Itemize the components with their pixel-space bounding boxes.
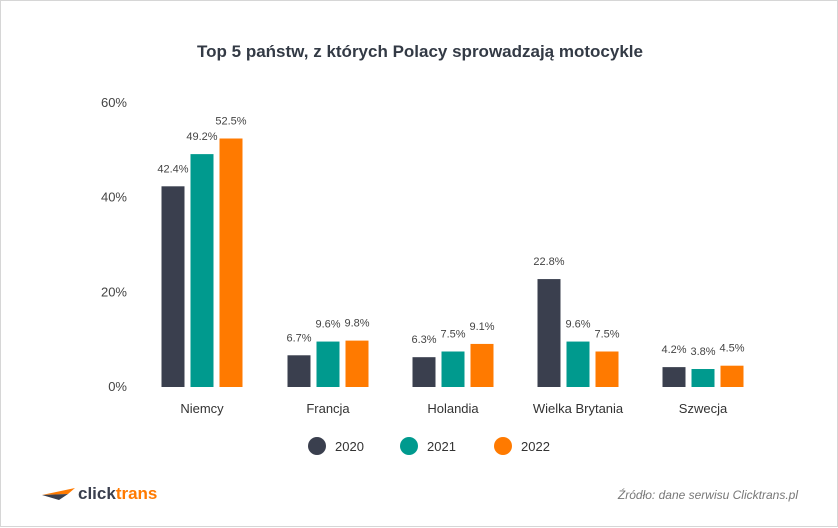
legend-label-2020: 2020 bbox=[335, 439, 364, 454]
data-label: 4.5% bbox=[719, 343, 744, 355]
x-category-label: Szwecja bbox=[679, 401, 728, 416]
bar-2020-francja bbox=[287, 355, 311, 387]
legend-marker-2020 bbox=[308, 437, 326, 455]
data-label: 42.4% bbox=[157, 163, 188, 175]
data-label: 3.8% bbox=[690, 346, 715, 358]
bar-2022-holandia bbox=[470, 343, 494, 387]
bar-2022-wielka-brytania bbox=[595, 351, 619, 387]
bar-2021-francja bbox=[316, 341, 340, 387]
legend-marker-2021 bbox=[400, 437, 418, 455]
chart-title: Top 5 państw, z których Polacy sprowadza… bbox=[197, 42, 643, 61]
y-axis: 0% 20% 40% 60% bbox=[101, 95, 127, 394]
bar-2021-szwecja bbox=[691, 369, 715, 387]
bar-2020-niemcy bbox=[161, 186, 185, 387]
source-note: Źródło: dane serwisu Clicktrans.pl bbox=[617, 487, 798, 502]
data-label: 9.6% bbox=[315, 319, 340, 331]
logo-arrow-icon bbox=[42, 488, 75, 495]
data-label: 6.7% bbox=[286, 332, 311, 344]
data-labels-group: 42.4% 49.2% 52.5% 6.7% 9.6% 9.8% 6.3% 7.5% 9.1% 2… bbox=[157, 116, 744, 359]
bar-2021-holandia bbox=[441, 351, 465, 387]
bar-2022-niemcy bbox=[219, 138, 243, 387]
data-label: 49.2% bbox=[186, 131, 217, 143]
data-label: 7.5% bbox=[440, 329, 465, 341]
logo-text-trans: trans bbox=[116, 484, 158, 503]
y-tick-label: 20% bbox=[101, 284, 127, 299]
logo-arrow-shadow-icon bbox=[42, 494, 68, 500]
bar-2020-szwecja bbox=[662, 367, 686, 387]
x-category-label: Holandia bbox=[427, 401, 479, 416]
legend-label-2021: 2021 bbox=[427, 439, 456, 454]
data-label: 4.2% bbox=[661, 344, 686, 356]
x-category-label: Niemcy bbox=[180, 401, 224, 416]
data-label: 22.8% bbox=[533, 256, 564, 268]
legend-marker-2022 bbox=[494, 437, 512, 455]
bar-2020-holandia bbox=[412, 357, 436, 387]
legend: 2020 2021 2022 bbox=[308, 437, 550, 455]
x-axis: Niemcy Francja Holandia Wielka Brytania Szwe… bbox=[180, 401, 728, 416]
bar-2022-francja bbox=[345, 340, 369, 387]
bar-2021-wielka-brytania bbox=[566, 341, 590, 387]
data-label: 9.1% bbox=[469, 321, 494, 333]
logo-text-click: click bbox=[78, 484, 116, 503]
data-label: 9.6% bbox=[565, 319, 590, 331]
bar-2022-szwecja bbox=[720, 365, 744, 387]
data-label: 7.5% bbox=[594, 329, 619, 341]
bars-group bbox=[161, 138, 744, 387]
data-label: 52.5% bbox=[215, 116, 246, 128]
legend-label-2022: 2022 bbox=[521, 439, 550, 454]
y-tick-label: 60% bbox=[101, 95, 127, 110]
x-category-label: Francja bbox=[306, 401, 350, 416]
x-category-label: Wielka Brytania bbox=[533, 401, 624, 416]
bar-2020-wielka-brytania bbox=[537, 279, 561, 387]
data-label: 9.8% bbox=[344, 318, 369, 330]
y-tick-label: 40% bbox=[101, 190, 127, 205]
data-label: 6.3% bbox=[411, 334, 436, 346]
svg-text:clicktrans: clicktrans bbox=[78, 484, 157, 503]
clicktrans-logo: clicktrans bbox=[42, 484, 157, 503]
y-tick-label: 0% bbox=[108, 379, 127, 394]
bar-2021-niemcy bbox=[190, 154, 214, 387]
